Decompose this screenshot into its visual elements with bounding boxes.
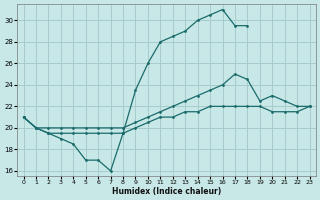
X-axis label: Humidex (Indice chaleur): Humidex (Indice chaleur) (112, 187, 221, 196)
